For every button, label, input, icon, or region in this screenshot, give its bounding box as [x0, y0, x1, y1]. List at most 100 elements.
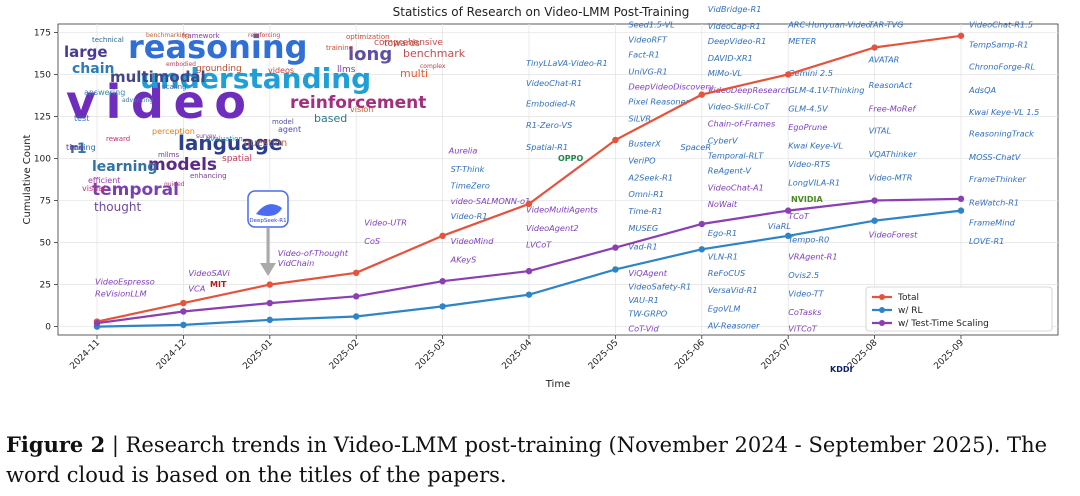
- word-cloud-word: temporal: [92, 180, 179, 200]
- word-cloud-word: time: [66, 143, 84, 152]
- paper-label: Video-of-Thought: [278, 248, 349, 258]
- paper-label: Aurelia: [448, 145, 478, 155]
- series-point: [439, 278, 446, 285]
- paper-label: GLM-4.5V: [788, 103, 829, 113]
- logo-mit-icon: MIT: [210, 280, 227, 289]
- y-tick-label: 100: [34, 154, 51, 164]
- paper-label: TW-GRPO: [628, 309, 667, 319]
- y-tick-label: 50: [40, 239, 52, 249]
- paper-label: UniVG-R1: [628, 66, 667, 76]
- paper-label: ReasonAct: [869, 80, 913, 90]
- paper-label: VITAL: [869, 125, 892, 135]
- paper-label: Pixel Reasoner: [628, 97, 689, 107]
- paper-label: FrameThinker: [969, 174, 1027, 184]
- paper-label: Vad-R1: [628, 241, 657, 251]
- paper-label: MiMo-VL: [708, 68, 743, 78]
- paper-label: CyberV: [708, 135, 739, 145]
- word-cloud: videoreasoningunderstandinglanguagereinf…: [64, 28, 466, 214]
- series-point: [525, 200, 533, 208]
- chart-legend: Total w/ RL w/ Test-Time Scaling: [865, 286, 1053, 332]
- paper-label: Time-R1: [628, 206, 662, 216]
- paper-label: ReasoningTrack: [969, 129, 1035, 139]
- legend-label: w/ RL: [898, 306, 923, 316]
- research-trends-figure: Statistics of Research on Video-LMM Post…: [22, 4, 1059, 390]
- x-tick-label: 2025-06: [673, 338, 707, 372]
- paper-label: AdsQA: [968, 85, 997, 95]
- word-cloud-word: grounding: [196, 64, 242, 74]
- word-cloud-word: enhancing: [190, 172, 227, 180]
- word-cloud-word: chain: [72, 61, 114, 77]
- paper-label: Video-UTR: [364, 218, 407, 228]
- word-cloud-word: language: [178, 131, 283, 155]
- paper-label: VAU-R1: [628, 295, 659, 305]
- paper-label: TinyLLaVA-Video-R1: [526, 58, 608, 68]
- word-cloud-word: complex: [420, 63, 446, 70]
- series-point: [698, 91, 705, 98]
- paper-label: VeriPO: [628, 156, 656, 166]
- paper-label: ViTCoT: [788, 324, 818, 334]
- word-cloud-word: vision: [350, 105, 373, 114]
- paper-label: VRAgent-R1: [788, 251, 837, 261]
- word-cloud-word: multi: [400, 67, 428, 80]
- series-point: [871, 44, 878, 51]
- deepseek-annotation-label: DeepSeek-R1: [249, 218, 286, 224]
- paper-label: Gemini 2.5: [788, 68, 833, 78]
- paper-label: VideoAgent2: [526, 223, 579, 233]
- series-point: [266, 281, 273, 288]
- paper-label: AKeyS: [450, 255, 477, 265]
- legend-label: w/ Test-Time Scaling: [898, 319, 989, 329]
- paper-label: R1-Zero-VS: [526, 120, 572, 130]
- paper-label: A2Seek-R1: [627, 172, 673, 182]
- paper-label: Kwai Keye-VL 1.5: [969, 107, 1039, 117]
- paper-label: ReFoCUS: [708, 268, 745, 278]
- word-cloud-word: tuning: [70, 143, 96, 152]
- y-tick-label: 75: [40, 197, 51, 207]
- data-series: [93, 32, 965, 330]
- word-cloud-word: reinforcement: [290, 93, 426, 113]
- word-cloud-word: thought: [94, 200, 141, 214]
- paper-label: VideoMind: [451, 236, 495, 246]
- word-cloud-word: reasoning: [128, 28, 308, 66]
- paper-label: Tempo-R0: [788, 235, 829, 245]
- chart-title: Statistics of Research on Video-LMM Post…: [393, 5, 690, 19]
- paper-label: TCoT: [788, 211, 810, 221]
- paper-label: Fact-R1: [628, 50, 659, 60]
- word-cloud-word: embodied: [166, 61, 196, 68]
- series-point: [180, 321, 187, 329]
- word-cloud-word: efficient: [88, 176, 120, 185]
- word-cloud-word: guided: [164, 181, 185, 188]
- word-cloud-word: based: [314, 112, 347, 125]
- figure-caption: Figure 2 | Research trends in Video-LMM …: [6, 430, 1074, 490]
- paper-label: TAR-TVG: [869, 19, 904, 29]
- series-point: [612, 244, 619, 251]
- paper-label: Video-Skill-CoT: [708, 102, 771, 112]
- y-tick-label: 0: [45, 323, 51, 333]
- deepseek-annotation: DeepSeek-R1: [247, 190, 289, 276]
- paper-label: FrameMind: [969, 218, 1016, 228]
- word-cloud-word: learning: [92, 159, 157, 175]
- plot-area: [57, 23, 1059, 336]
- legend-box: [865, 286, 1053, 332]
- paper-label: Seed1.5-VL: [628, 19, 675, 29]
- logo-oppo-icon: OPPO: [558, 154, 584, 163]
- series-point: [785, 232, 792, 240]
- word-cloud-word: multimodal: [110, 68, 206, 86]
- caption-text: | Research trends in Video-LMM post-trai…: [6, 433, 1048, 487]
- x-tick-label: 2025-04: [500, 338, 534, 372]
- word-cloud-word: question: [244, 138, 287, 149]
- institution-logos: MIT OPPO NVIDIA KDDI: [210, 154, 852, 374]
- paper-label: VCA: [188, 283, 205, 293]
- word-cloud-word: evaluation: [206, 135, 243, 143]
- paper-label: SpaceR: [680, 142, 711, 152]
- paper-label: ARC-Hunyuan-Video: [787, 19, 870, 29]
- word-cloud-word: long: [348, 44, 392, 65]
- paper-label: DeepVideo-R1: [708, 36, 767, 46]
- y-axis-label: Cumulative Count: [22, 134, 33, 224]
- paper-label: Omni-R1: [628, 189, 664, 199]
- paper-label: VideoDeepResearch: [708, 85, 791, 95]
- paper-label: Free-MoRef: [869, 103, 917, 113]
- paper-label: SiLVR: [628, 114, 651, 124]
- word-cloud-word: benchmark: [403, 47, 466, 60]
- series-point: [957, 195, 965, 203]
- paper-label: VideoChat-A1: [708, 182, 764, 192]
